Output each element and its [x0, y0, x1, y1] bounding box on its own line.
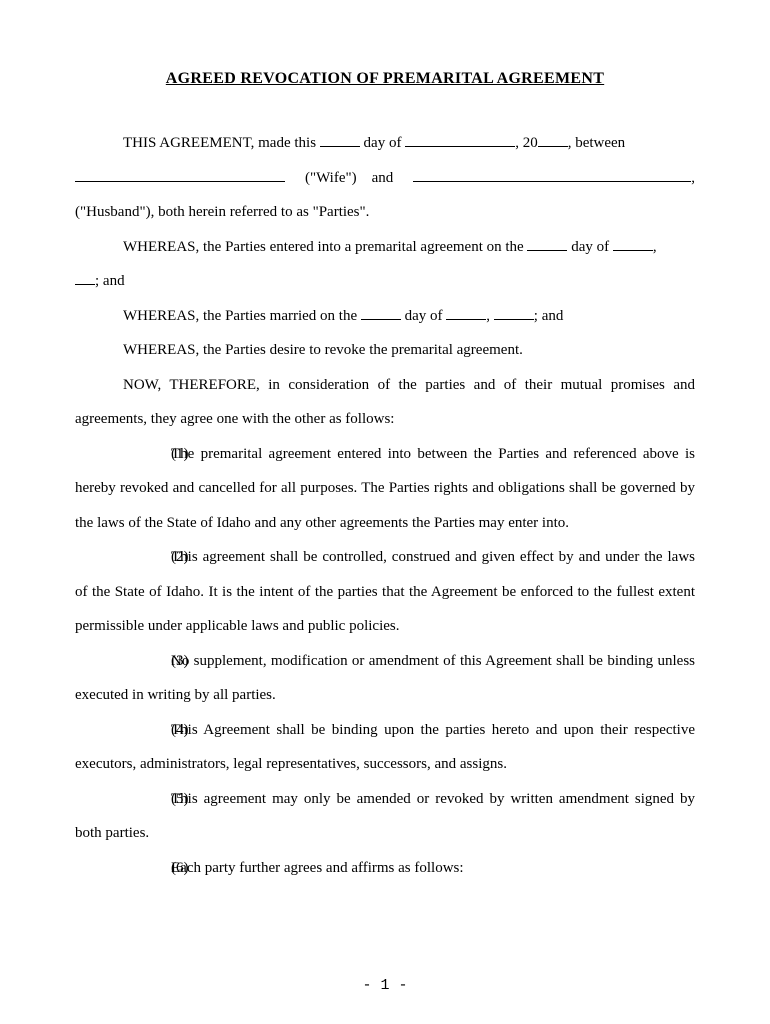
wife-husband-line: ("Wife") and , [75, 161, 695, 196]
blank-w2-year[interactable] [494, 305, 534, 320]
clause-5-num: (5) [123, 782, 171, 817]
wife-and-label: ("Wife") and [285, 161, 413, 196]
blank-year[interactable] [538, 132, 568, 147]
husband-line: ("Husband"), both herein referred to as … [75, 195, 695, 230]
intro-year: , 20 [515, 135, 538, 151]
clause-6-num: (6) [123, 851, 171, 886]
blank-husband-name[interactable] [413, 167, 691, 182]
blank-w2-month[interactable] [446, 305, 486, 320]
whereas-1: WHEREAS, the Parties entered into a prem… [75, 230, 695, 265]
clause-4: (4)This Agreement shall be binding upon … [75, 713, 695, 782]
whereas-1-cont: ; and [75, 264, 695, 299]
clause-6: (6)Each party further agrees and affirms… [75, 851, 695, 886]
blank-w2-day[interactable] [361, 305, 401, 320]
document-page: AGREED REVOCATION OF PREMARITAL AGREEMEN… [0, 0, 770, 1024]
clause-1-num: (1) [123, 437, 171, 472]
clause-6-text: Each party further agrees and affirms as… [171, 860, 464, 876]
intro-dayof: day of [360, 135, 405, 151]
clause-1: (1)The premarital agreement entered into… [75, 437, 695, 541]
blank-w1-month[interactable] [613, 236, 653, 251]
blank-month[interactable] [405, 132, 515, 147]
blank-wife-name[interactable] [75, 167, 285, 182]
clause-2-num: (2) [123, 540, 171, 575]
now-therefore: NOW, THEREFORE, in consideration of the … [75, 368, 695, 437]
clause-3-num: (3) [123, 644, 171, 679]
clause-4-num: (4) [123, 713, 171, 748]
clause-2: (2)This agreement shall be controlled, c… [75, 540, 695, 644]
intro-prefix: THIS AGREEMENT, made this [123, 135, 320, 151]
whereas-3: WHEREAS, the Parties desire to revoke th… [75, 333, 695, 368]
blank-w1-year[interactable] [75, 270, 95, 285]
clause-5: (5)This agreement may only be amended or… [75, 782, 695, 851]
intro-line-1: THIS AGREEMENT, made this day of , 20 , b… [75, 126, 695, 161]
clause-3: (3)No supplement, modification or amendm… [75, 644, 695, 713]
blank-day[interactable] [320, 132, 360, 147]
document-title: AGREED REVOCATION OF PREMARITAL AGREEMEN… [75, 70, 695, 88]
blank-w1-day[interactable] [527, 236, 567, 251]
intro-suffix: , between [568, 135, 625, 151]
whereas-2: WHEREAS, the Parties married on the day … [75, 299, 695, 334]
page-number: - 1 - [0, 977, 770, 994]
